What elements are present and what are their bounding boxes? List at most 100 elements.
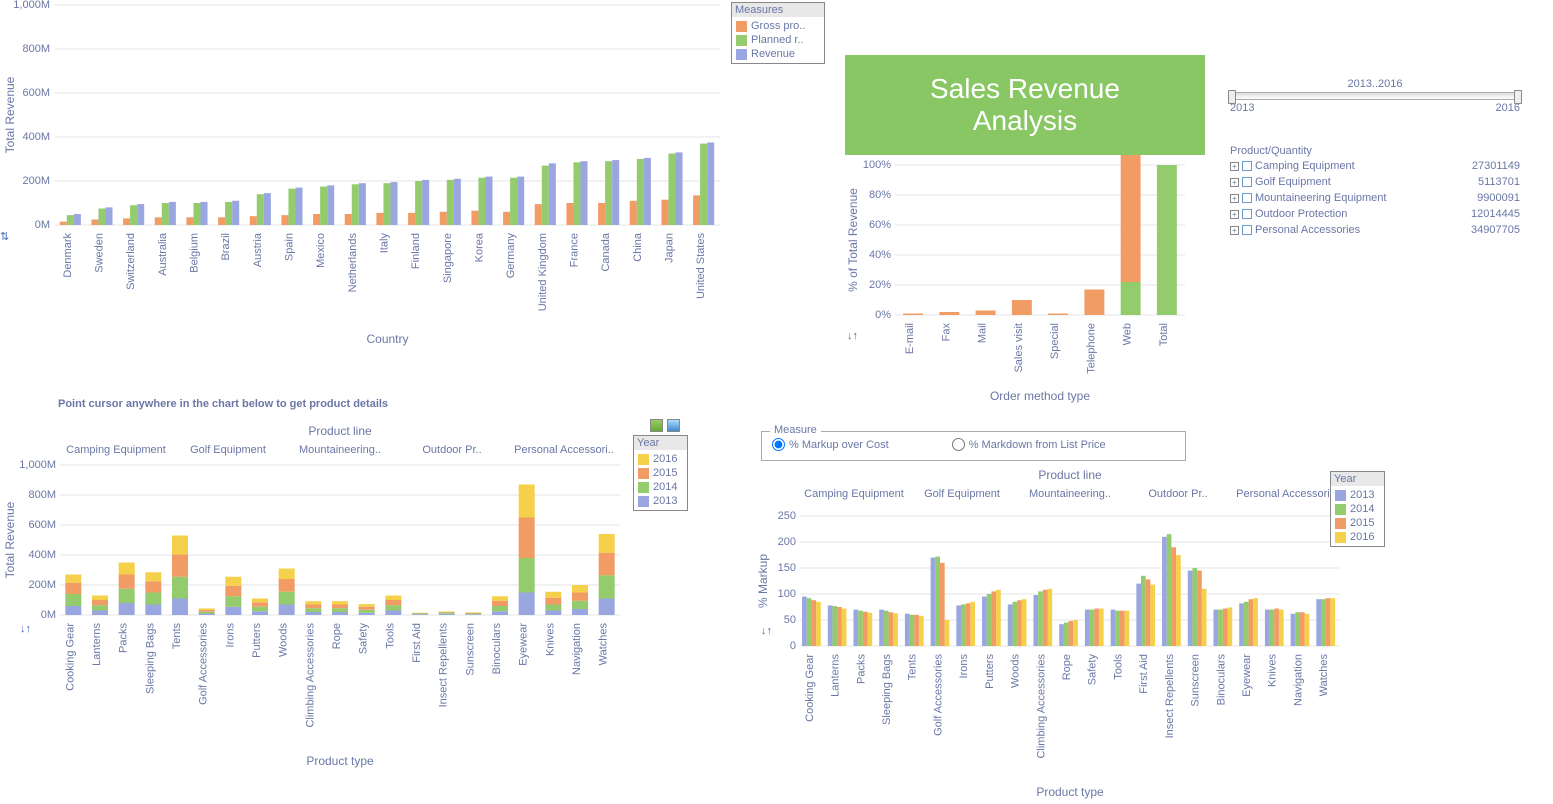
- svg-text:Product line: Product line: [308, 424, 372, 438]
- svg-text:600M: 600M: [22, 87, 50, 99]
- legend-item[interactable]: Gross pro..: [736, 19, 820, 33]
- chart3-help: Point cursor anywhere in the chart below…: [58, 398, 388, 410]
- tree-row[interactable]: +Personal Accessories 34907705: [1230, 222, 1520, 238]
- svg-text:% of Total Revenue: % of Total Revenue: [846, 188, 860, 292]
- svg-text:Safety: Safety: [1087, 654, 1099, 686]
- expand-icon[interactable]: +: [1230, 210, 1239, 219]
- legend-title: Year: [1331, 472, 1384, 486]
- svg-text:Sleeping Bags: Sleeping Bags: [881, 654, 893, 725]
- sort-icon-3[interactable]: ↓↑: [20, 623, 31, 635]
- svg-text:Navigation: Navigation: [571, 623, 583, 675]
- slider-handle-max[interactable]: [1514, 90, 1522, 104]
- tree-value: 27301149: [1472, 160, 1520, 172]
- svg-text:Cooking Gear: Cooking Gear: [804, 654, 816, 722]
- radio-markup[interactable]: % Markup over Cost: [772, 438, 889, 451]
- legend-item[interactable]: 2015: [638, 466, 683, 480]
- svg-text:Fax: Fax: [940, 323, 952, 342]
- view-icon[interactable]: [667, 419, 680, 432]
- legend-item[interactable]: 2013: [638, 494, 683, 508]
- tree-label: Mountaineering Equipment: [1255, 192, 1386, 204]
- svg-text:Putters: Putters: [984, 654, 996, 689]
- legend-item[interactable]: 2013: [1335, 488, 1380, 502]
- checkbox[interactable]: [1242, 193, 1252, 203]
- sort-icon-2[interactable]: ↓↑: [847, 330, 858, 342]
- svg-text:First Aid: First Aid: [1138, 654, 1150, 694]
- svg-text:Golf Equipment: Golf Equipment: [190, 444, 266, 456]
- legend-item[interactable]: 2014: [638, 480, 683, 494]
- legend-item[interactable]: Planned r..: [736, 33, 820, 47]
- svg-text:400M: 400M: [22, 131, 50, 143]
- svg-text:France: France: [569, 233, 581, 267]
- radio-markdown[interactable]: % Markdown from List Price: [952, 438, 1106, 451]
- svg-text:0M: 0M: [41, 609, 56, 621]
- svg-text:40%: 40%: [869, 249, 891, 261]
- svg-text:Tools: Tools: [1112, 654, 1124, 680]
- export-icon[interactable]: [650, 419, 663, 432]
- expand-icon[interactable]: +: [1230, 162, 1239, 171]
- legend-item[interactable]: 2014: [1335, 502, 1380, 516]
- expand-icon[interactable]: +: [1230, 194, 1239, 203]
- svg-text:Watches: Watches: [1318, 654, 1330, 697]
- sort-icon[interactable]: ⇅: [0, 230, 9, 243]
- markup-chart: Measure % Markup over Cost % Markdown fr…: [755, 425, 1535, 795]
- year-slider[interactable]: 2013..2016 2013 2016: [1230, 78, 1520, 114]
- svg-text:Outdoor Pr..: Outdoor Pr..: [422, 444, 481, 456]
- svg-text:Climbing Accessories: Climbing Accessories: [304, 623, 316, 728]
- checkbox[interactable]: [1242, 177, 1252, 187]
- legend-item[interactable]: 2015: [1335, 516, 1380, 530]
- tree-label: Golf Equipment: [1255, 176, 1331, 188]
- chart4-legend: Year 2013201420152016: [1330, 471, 1385, 547]
- svg-text:Cooking Gear: Cooking Gear: [64, 623, 76, 691]
- slider-handle-min[interactable]: [1228, 90, 1236, 104]
- tree-row[interactable]: +Mountaineering Equipment 9900091: [1230, 190, 1520, 206]
- checkbox[interactable]: [1242, 209, 1252, 219]
- svg-text:100%: 100%: [863, 159, 891, 171]
- checkbox[interactable]: [1242, 225, 1252, 235]
- legend-item[interactable]: 2016: [1335, 530, 1380, 544]
- tree-row[interactable]: +Camping Equipment 27301149: [1230, 158, 1520, 174]
- product-tree: Product/Quantity +Camping Equipment 2730…: [1230, 145, 1520, 238]
- svg-text:Packs: Packs: [855, 654, 867, 684]
- chart3-svg: Product line Camping Equipment Golf Equipm…: [0, 395, 700, 795]
- svg-text:Camping Equipment: Camping Equipment: [66, 444, 166, 456]
- svg-text:Japan: Japan: [664, 233, 676, 263]
- svg-text:400M: 400M: [28, 549, 56, 561]
- measure-radio-group: Measure % Markup over Cost % Markdown fr…: [761, 431, 1186, 461]
- legend-item[interactable]: 2016: [638, 452, 683, 466]
- svg-text:Country: Country: [366, 332, 408, 346]
- expand-icon[interactable]: +: [1230, 178, 1239, 187]
- svg-text:Sunscreen: Sunscreen: [1190, 654, 1202, 707]
- svg-text:Packs: Packs: [118, 623, 130, 653]
- legend-title: Measures: [732, 3, 824, 17]
- order-method-chart: 0%20%40%60%80%100%E-mailFaxMailSales vis…: [845, 155, 1205, 415]
- svg-text:Finland: Finland: [410, 233, 422, 269]
- tree-value: 12014445: [1471, 208, 1520, 220]
- svg-text:Safety: Safety: [358, 623, 370, 655]
- svg-text:% Markup: % Markup: [756, 554, 770, 608]
- svg-text:Denmark: Denmark: [62, 233, 74, 278]
- svg-text:1,000M: 1,000M: [13, 0, 50, 11]
- legend-title: Year: [634, 436, 687, 450]
- radio-markup-input[interactable]: [772, 438, 785, 451]
- svg-text:Sleeping Bags: Sleeping Bags: [144, 623, 156, 694]
- checkbox[interactable]: [1242, 161, 1252, 171]
- expand-icon[interactable]: +: [1230, 226, 1239, 235]
- svg-text:100: 100: [778, 588, 796, 600]
- svg-text:Sales visit: Sales visit: [1013, 323, 1025, 373]
- svg-text:Mail: Mail: [977, 323, 989, 343]
- sort-icon-4[interactable]: ↓↑: [761, 625, 772, 637]
- svg-text:United States: United States: [695, 233, 707, 300]
- svg-text:60%: 60%: [869, 219, 891, 231]
- slider-track[interactable]: [1230, 92, 1520, 100]
- svg-text:600M: 600M: [28, 519, 56, 531]
- legend-item[interactable]: Revenue: [736, 47, 820, 61]
- svg-text:Telephone: Telephone: [1085, 323, 1097, 374]
- svg-text:Eyewear: Eyewear: [1241, 654, 1253, 697]
- chart1-legend: Measures Gross pro..Planned r..Revenue: [731, 2, 825, 64]
- tree-row[interactable]: +Outdoor Protection 12014445: [1230, 206, 1520, 222]
- radio-markdown-input[interactable]: [952, 438, 965, 451]
- svg-text:Order method type: Order method type: [990, 389, 1090, 403]
- tree-row[interactable]: +Golf Equipment 5113701: [1230, 174, 1520, 190]
- svg-text:Rope: Rope: [331, 623, 343, 649]
- svg-text:Personal Accessori..: Personal Accessori..: [1236, 488, 1336, 500]
